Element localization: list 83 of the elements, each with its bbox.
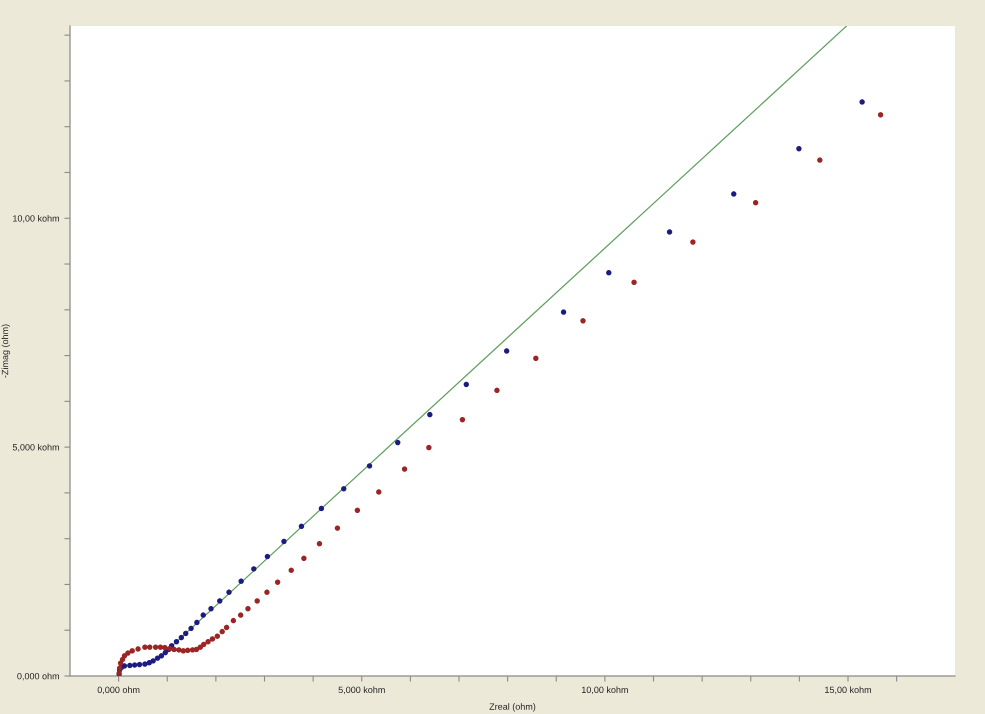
- point: [194, 620, 200, 626]
- point: [214, 633, 220, 639]
- point: [464, 382, 469, 388]
- point: [366, 463, 372, 469]
- point: [174, 638, 180, 644]
- point: [220, 628, 225, 634]
- point: [132, 662, 138, 668]
- x-tick-label: 0,000 ohm: [98, 686, 140, 694]
- point: [264, 590, 270, 595]
- point: [208, 606, 214, 612]
- point: [752, 200, 758, 206]
- point: [217, 598, 222, 604]
- point: [201, 642, 206, 648]
- x-tick-label: 5,000 kohm: [338, 686, 385, 694]
- point: [796, 146, 802, 152]
- y-tick-label: 5,000 kohm: [12, 444, 59, 452]
- point: [130, 648, 135, 654]
- point: [226, 590, 232, 595]
- point: [316, 541, 322, 546]
- point: [147, 644, 152, 650]
- point: [127, 662, 132, 668]
- point: [198, 644, 204, 650]
- point: [402, 466, 408, 472]
- point: [183, 630, 188, 636]
- point: [251, 566, 256, 572]
- point: [318, 506, 324, 512]
- point: [171, 646, 177, 652]
- point: [184, 648, 190, 654]
- point: [341, 486, 346, 492]
- point: [376, 489, 382, 495]
- point: [238, 578, 244, 584]
- point: [494, 388, 500, 394]
- point: [264, 554, 270, 560]
- point: [690, 239, 696, 245]
- point: [142, 644, 148, 650]
- x-tick-label: 15,00 kohm: [825, 686, 872, 694]
- point: [631, 280, 637, 286]
- x-axis-title: Zreal (ohm): [489, 703, 536, 712]
- point: [298, 524, 304, 530]
- point: [142, 661, 148, 667]
- point: [504, 348, 510, 354]
- point: [188, 626, 194, 632]
- point: [560, 309, 566, 315]
- point: [152, 644, 158, 650]
- point: [200, 612, 206, 618]
- point: [158, 653, 164, 659]
- point: [354, 508, 360, 513]
- y-tick-label: 0,000 ohm: [17, 672, 59, 680]
- point: [288, 568, 294, 573]
- point: [205, 638, 211, 644]
- point: [178, 634, 184, 640]
- point: [180, 648, 186, 654]
- point: [238, 612, 244, 618]
- point: [817, 157, 823, 163]
- point: [274, 579, 280, 585]
- point: [245, 606, 251, 612]
- x-tick-label: 10,00 kohm: [582, 686, 628, 694]
- point: [254, 598, 260, 604]
- point: [731, 191, 736, 197]
- point: [859, 99, 865, 105]
- point: [135, 646, 141, 652]
- y-axis-title: -Zimag (ohm): [2, 324, 10, 378]
- y-tick-label: 10,00 kohm: [13, 214, 59, 223]
- point: [301, 556, 307, 562]
- point: [606, 270, 612, 276]
- point: [533, 356, 539, 362]
- point: [334, 525, 340, 531]
- point: [580, 318, 586, 324]
- point: [666, 229, 672, 235]
- point: [150, 658, 156, 664]
- point: [136, 662, 142, 668]
- point: [878, 112, 884, 118]
- point: [395, 440, 400, 446]
- point: [460, 416, 466, 422]
- point: [210, 636, 216, 642]
- point: [125, 650, 131, 656]
- point: [162, 644, 168, 650]
- point: [281, 538, 287, 544]
- point: [426, 444, 432, 450]
- point: [230, 618, 236, 624]
- point: [427, 412, 433, 418]
- point: [162, 650, 168, 656]
- point: [224, 624, 230, 630]
